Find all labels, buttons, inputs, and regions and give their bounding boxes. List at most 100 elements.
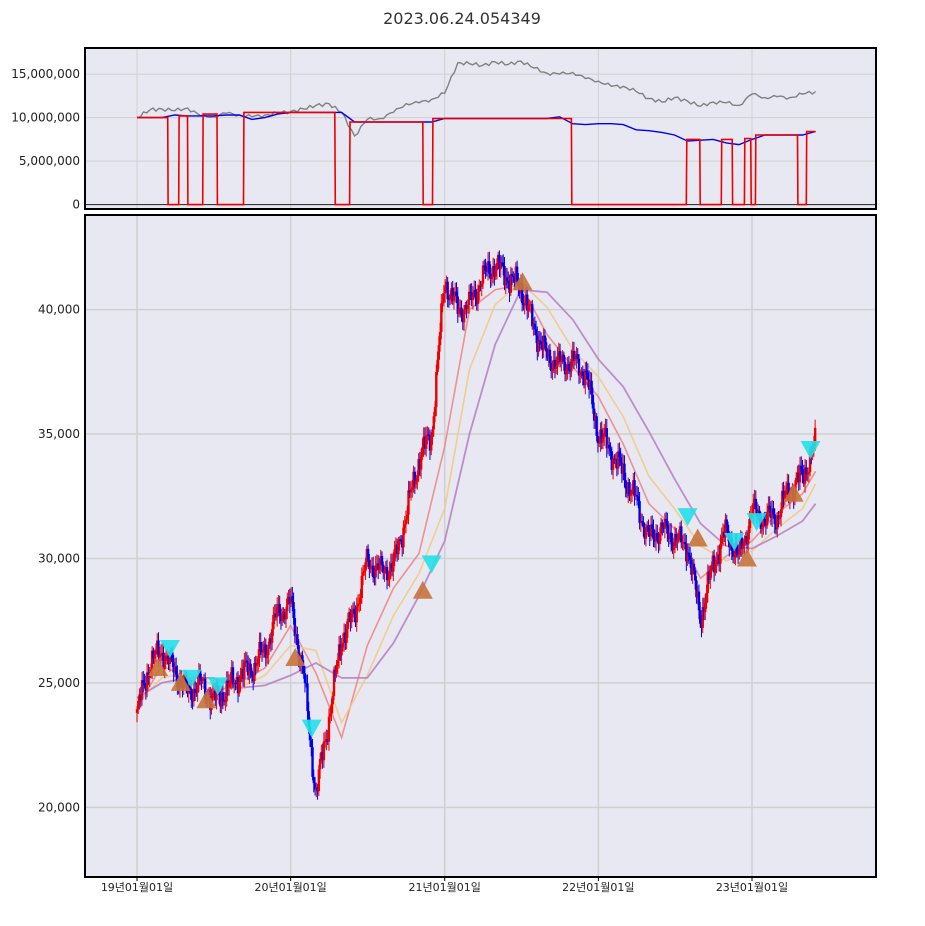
candle-body (574, 359, 577, 361)
candle-body (696, 591, 699, 598)
candle-body (258, 641, 261, 659)
candle-body (534, 328, 538, 336)
candle-body (467, 291, 471, 306)
candle-body (576, 354, 579, 359)
candle-body (353, 608, 356, 614)
candle-body (320, 751, 323, 760)
candle-body (637, 496, 640, 502)
candle-body (196, 684, 199, 693)
candle-body (710, 564, 713, 571)
bottom-plot-frame (84, 214, 877, 878)
candle-body (302, 666, 305, 674)
candle-body (229, 680, 232, 684)
candle-body (765, 512, 769, 526)
candle-body (676, 539, 679, 542)
candle-body (610, 451, 614, 470)
candle-body (666, 520, 669, 534)
candle-body (768, 505, 771, 511)
candle-body (605, 428, 608, 449)
candle-body (675, 534, 678, 542)
candle-body (782, 490, 785, 499)
candle-body (509, 274, 512, 293)
sell-marker-triangle (421, 555, 442, 574)
candle-body (541, 344, 544, 351)
candle-body (389, 563, 393, 571)
candle-body (769, 510, 773, 519)
candle-body (504, 277, 507, 286)
candle-body (495, 262, 499, 271)
candle-body (250, 670, 254, 677)
candle-body (807, 472, 811, 474)
candle-body (724, 519, 727, 538)
candle-body (159, 653, 163, 656)
candle-body (734, 543, 737, 557)
candle-body (798, 465, 802, 483)
candle-body (478, 285, 481, 292)
candle-body (510, 274, 514, 276)
candle-body (619, 457, 622, 463)
sell-marker-triangle (724, 533, 745, 552)
candle-body (306, 683, 309, 712)
candle-body (647, 525, 650, 533)
candle-body (551, 368, 554, 372)
candle-body (334, 669, 337, 673)
candle-body (345, 628, 348, 643)
candle-body (786, 482, 789, 491)
candle-body (454, 291, 457, 296)
candle-body (375, 563, 379, 566)
candle-body (402, 527, 405, 548)
candle-body (692, 563, 696, 571)
candle-body (592, 408, 596, 421)
candle-body (315, 787, 318, 790)
candle-body (430, 436, 433, 451)
candle-body (456, 296, 459, 314)
candle-body (741, 545, 745, 549)
buy-marker-triangle (412, 580, 433, 599)
candle-body (197, 670, 201, 685)
candle-body (239, 676, 242, 683)
candle-body (476, 291, 480, 305)
candle-body (643, 527, 646, 539)
candle-body (620, 462, 624, 474)
candle-body (635, 495, 639, 497)
candle-body (772, 508, 775, 515)
candle-body (693, 570, 697, 581)
candle-body (625, 488, 629, 494)
candle-body (286, 598, 289, 612)
candle-body (354, 613, 357, 623)
candle-body (658, 533, 662, 545)
candle-body (543, 335, 547, 343)
candle-body (690, 560, 693, 575)
candle-body (371, 565, 375, 578)
candle-body (721, 531, 725, 537)
candle-body (556, 356, 559, 367)
candle-body (379, 555, 382, 566)
candle-body (203, 678, 207, 699)
candle-body (738, 548, 741, 555)
candle-body (364, 562, 367, 571)
candle-body (552, 359, 555, 369)
candle-body (466, 305, 470, 309)
candle-body (139, 694, 142, 700)
candle-body (281, 613, 284, 622)
candle-body (589, 380, 592, 390)
candle-body (332, 669, 336, 697)
candle-body (440, 303, 443, 333)
candle-body (745, 536, 749, 545)
candle-body (226, 680, 230, 688)
candle-body (489, 273, 492, 280)
candle-body (342, 632, 346, 643)
candle-body (773, 514, 776, 525)
candle-body (158, 655, 161, 658)
candle-body (443, 286, 447, 294)
candle-body (424, 435, 428, 449)
candle-body (627, 482, 630, 494)
candle-body (422, 436, 425, 448)
candle-body (654, 533, 658, 542)
buy-marker-triangle (285, 647, 306, 666)
candle-body (494, 270, 497, 277)
candle-body (331, 696, 334, 705)
candle-body (475, 297, 478, 305)
candle-body (147, 672, 150, 679)
candle-body (191, 699, 194, 702)
